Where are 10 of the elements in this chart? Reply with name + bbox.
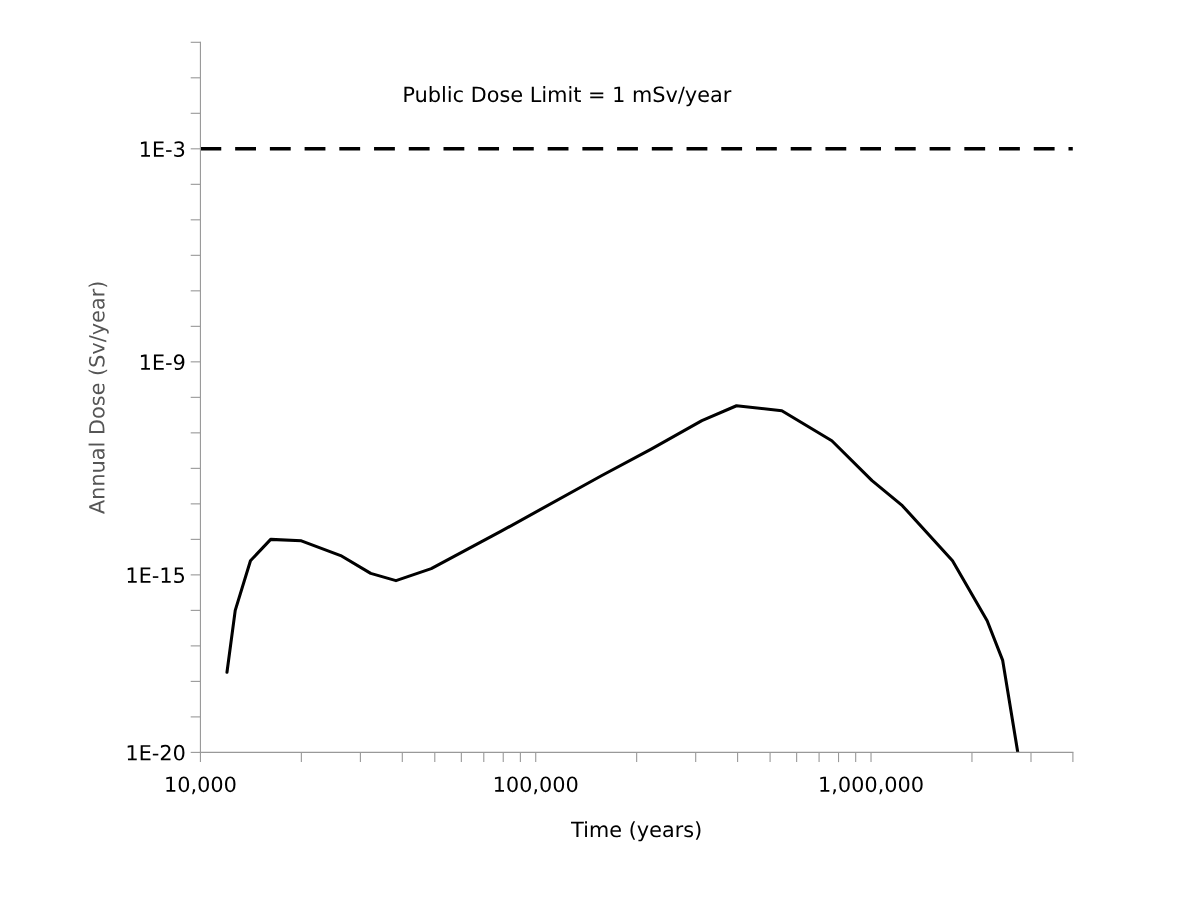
x-tick-label: 10,000 bbox=[166, 776, 236, 795]
y-tick-label: 1E-9 bbox=[140, 354, 185, 371]
y-tick-label: 1E-15 bbox=[127, 567, 185, 584]
x-tick-label: 1,000,000 bbox=[820, 776, 923, 795]
x-tick-label: 100,000 bbox=[494, 776, 578, 795]
y-tick-label: 1E-3 bbox=[140, 141, 185, 158]
y-axis-title: Annual Dose (Sv/year) bbox=[88, 282, 109, 514]
x-axis-title: Time (years) bbox=[571, 821, 701, 842]
y-tick-label: 1E-20 bbox=[127, 744, 185, 761]
ref-line-label: Public Dose Limit = 1 mSv/year bbox=[404, 86, 732, 107]
